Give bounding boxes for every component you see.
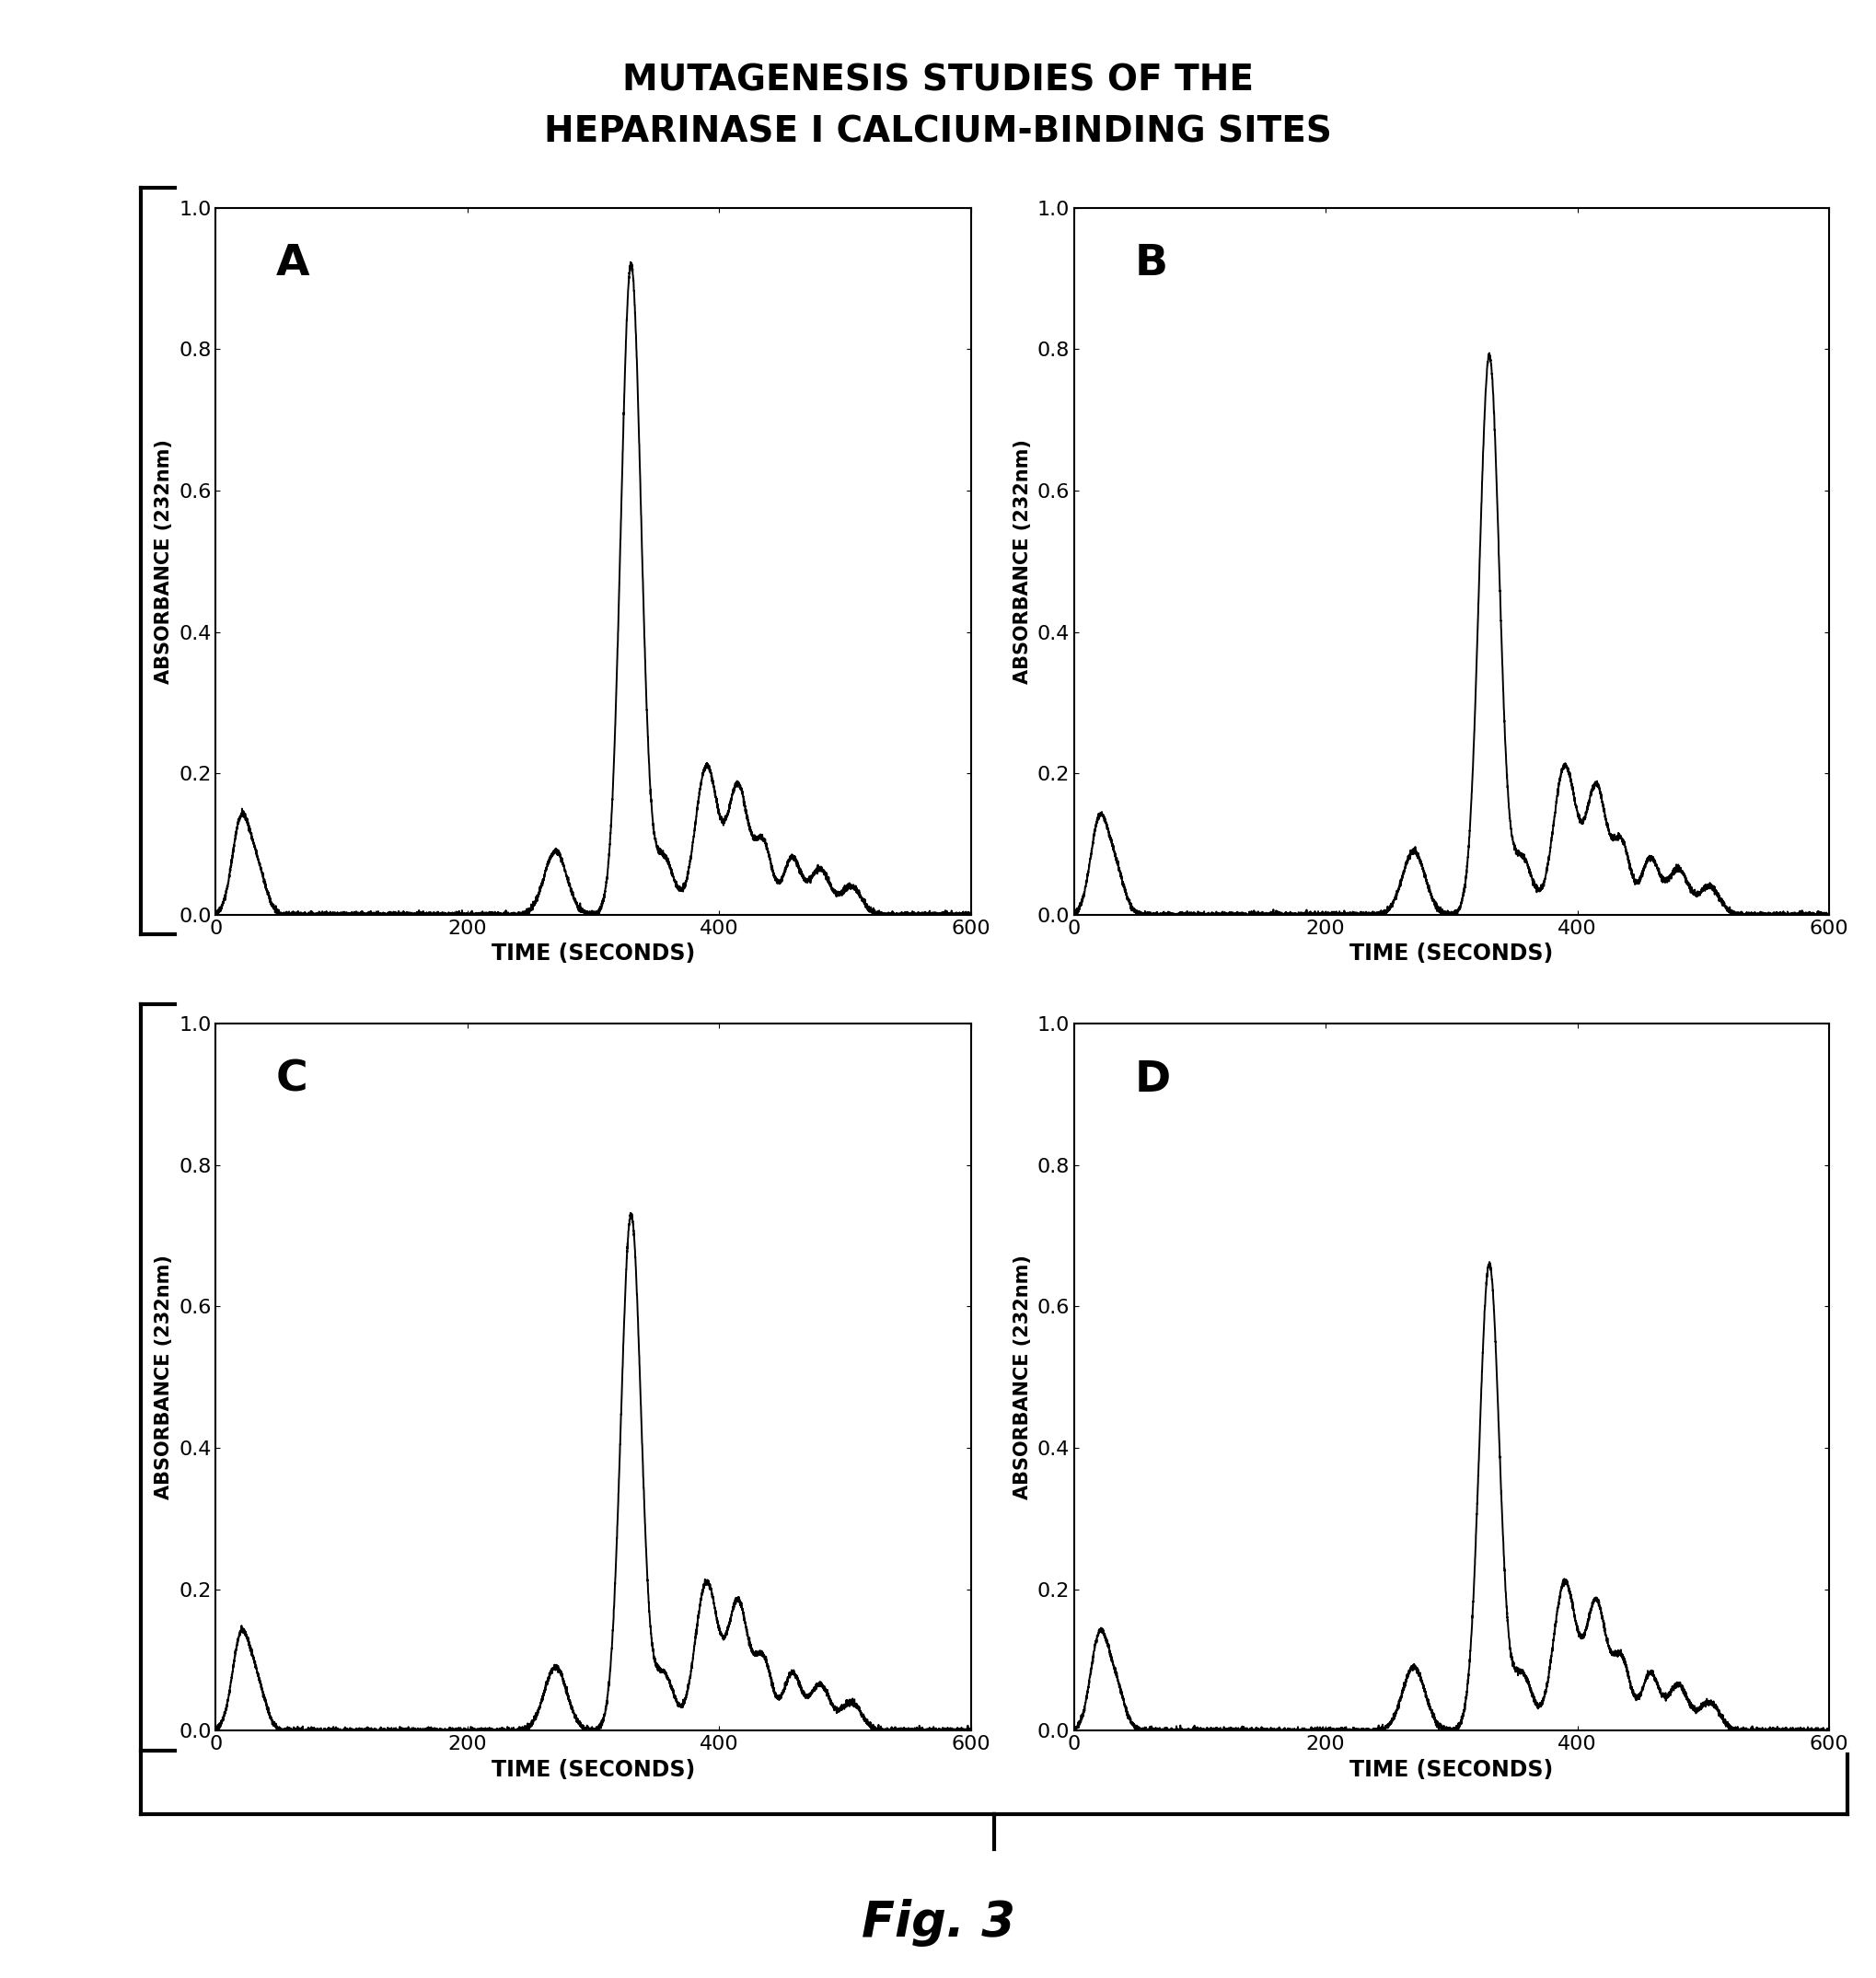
Text: D: D: [1135, 1058, 1171, 1100]
Text: C: C: [276, 1058, 308, 1100]
Text: B: B: [1135, 243, 1167, 285]
Y-axis label: ABSORBANCE (232nm): ABSORBANCE (232nm): [156, 1254, 173, 1499]
Text: A: A: [276, 243, 310, 285]
X-axis label: TIME (SECONDS): TIME (SECONDS): [492, 1758, 696, 1780]
X-axis label: TIME (SECONDS): TIME (SECONDS): [1349, 1758, 1553, 1780]
Y-axis label: ABSORBANCE (232nm): ABSORBANCE (232nm): [1013, 439, 1032, 684]
Y-axis label: ABSORBANCE (232nm): ABSORBANCE (232nm): [1013, 1254, 1032, 1499]
X-axis label: TIME (SECONDS): TIME (SECONDS): [1349, 944, 1553, 965]
Y-axis label: ABSORBANCE (232nm): ABSORBANCE (232nm): [156, 439, 173, 684]
Text: MUTAGENESIS STUDIES OF THE: MUTAGENESIS STUDIES OF THE: [623, 63, 1253, 99]
Text: Fig. 3: Fig. 3: [861, 1899, 1015, 1946]
X-axis label: TIME (SECONDS): TIME (SECONDS): [492, 944, 696, 965]
Text: HEPARINASE I CALCIUM-BINDING SITES: HEPARINASE I CALCIUM-BINDING SITES: [544, 115, 1332, 150]
